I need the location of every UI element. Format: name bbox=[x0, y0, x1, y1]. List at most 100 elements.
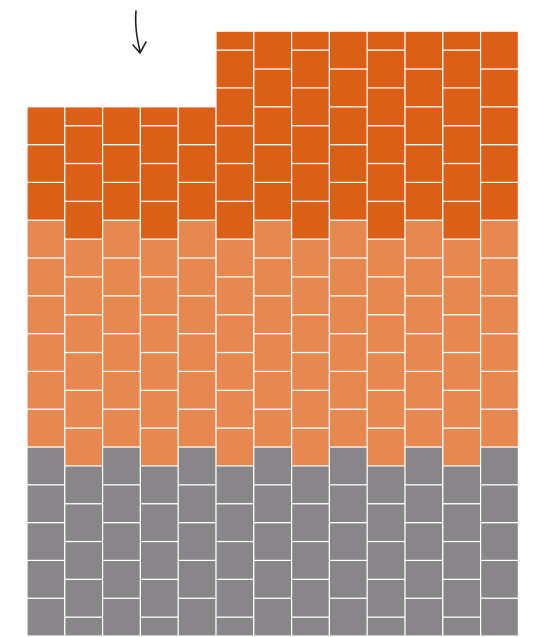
gray-brick bbox=[366, 616, 406, 637]
light-orange-brick bbox=[215, 276, 255, 316]
gray-brick bbox=[139, 540, 179, 580]
light-orange-brick bbox=[366, 389, 406, 429]
light-orange-brick bbox=[101, 219, 141, 259]
down-arrow-icon bbox=[132, 10, 147, 54]
dark-orange-brick bbox=[480, 181, 520, 221]
light-orange-brick bbox=[404, 333, 444, 373]
dark-orange-brick bbox=[366, 200, 406, 240]
gray-brick bbox=[291, 540, 331, 580]
brick-column bbox=[291, 30, 331, 637]
light-orange-brick bbox=[404, 219, 444, 259]
gray-brick bbox=[404, 484, 444, 524]
gray-brick bbox=[64, 616, 104, 637]
brick-column bbox=[404, 30, 444, 637]
light-orange-brick bbox=[442, 238, 482, 278]
dark-orange-brick bbox=[139, 162, 179, 202]
light-orange-brick bbox=[215, 238, 255, 278]
brick-column bbox=[101, 106, 141, 637]
brick-column bbox=[215, 30, 255, 637]
dark-orange-brick bbox=[26, 144, 66, 184]
gray-brick bbox=[101, 446, 141, 486]
gray-brick bbox=[291, 503, 331, 543]
dark-orange-brick bbox=[404, 181, 444, 221]
gray-brick bbox=[215, 578, 255, 618]
light-orange-brick bbox=[139, 314, 179, 354]
gray-brick bbox=[177, 484, 217, 524]
gray-brick bbox=[177, 597, 217, 637]
light-orange-brick bbox=[139, 276, 179, 316]
brick-column bbox=[253, 30, 293, 637]
gray-brick bbox=[215, 616, 255, 637]
dark-orange-brick bbox=[291, 30, 331, 51]
light-orange-brick bbox=[291, 314, 331, 354]
gray-brick bbox=[253, 484, 293, 524]
light-orange-brick bbox=[177, 295, 217, 335]
light-orange-brick bbox=[139, 427, 179, 467]
dark-orange-brick bbox=[64, 200, 104, 240]
light-orange-brick bbox=[480, 408, 520, 448]
gray-brick bbox=[215, 540, 255, 580]
light-orange-brick bbox=[442, 276, 482, 316]
light-orange-brick bbox=[253, 257, 293, 297]
light-orange-brick bbox=[291, 276, 331, 316]
gray-brick bbox=[480, 484, 520, 524]
dark-orange-brick bbox=[215, 125, 255, 165]
dark-orange-brick bbox=[177, 181, 217, 221]
light-orange-brick bbox=[215, 427, 255, 467]
gray-brick bbox=[328, 446, 368, 486]
dark-orange-brick bbox=[139, 125, 179, 165]
light-orange-brick bbox=[26, 333, 66, 373]
light-orange-brick bbox=[177, 408, 217, 448]
gray-brick bbox=[26, 521, 66, 561]
light-orange-brick bbox=[215, 389, 255, 429]
light-orange-brick bbox=[177, 219, 217, 259]
light-orange-brick bbox=[139, 389, 179, 429]
light-orange-brick bbox=[404, 408, 444, 448]
gray-brick bbox=[177, 559, 217, 599]
light-orange-brick bbox=[139, 238, 179, 278]
light-orange-brick bbox=[253, 333, 293, 373]
gray-brick bbox=[177, 521, 217, 561]
light-orange-brick bbox=[404, 257, 444, 297]
gray-brick bbox=[101, 597, 141, 637]
dark-orange-brick bbox=[101, 106, 141, 146]
light-orange-brick bbox=[26, 408, 66, 448]
light-orange-brick bbox=[328, 257, 368, 297]
dark-orange-brick bbox=[253, 30, 293, 70]
dark-orange-brick bbox=[215, 49, 255, 89]
dark-orange-brick bbox=[442, 30, 482, 51]
dark-orange-brick bbox=[404, 144, 444, 184]
light-orange-brick bbox=[26, 370, 66, 410]
dark-orange-brick bbox=[366, 49, 406, 89]
dark-orange-brick bbox=[366, 30, 406, 51]
gray-brick bbox=[101, 484, 141, 524]
gray-brick bbox=[328, 597, 368, 637]
light-orange-brick bbox=[442, 351, 482, 391]
light-orange-brick bbox=[101, 333, 141, 373]
light-orange-brick bbox=[64, 238, 104, 278]
dark-orange-brick bbox=[101, 144, 141, 184]
light-orange-brick bbox=[328, 219, 368, 259]
light-orange-brick bbox=[328, 333, 368, 373]
dark-orange-brick bbox=[139, 106, 179, 127]
light-orange-brick bbox=[442, 314, 482, 354]
gray-brick bbox=[26, 597, 66, 637]
dark-orange-brick bbox=[64, 162, 104, 202]
dark-orange-brick bbox=[328, 144, 368, 184]
dark-orange-brick bbox=[404, 106, 444, 146]
gray-brick bbox=[64, 503, 104, 543]
dark-orange-brick bbox=[253, 68, 293, 108]
gray-brick bbox=[177, 446, 217, 486]
gray-brick bbox=[215, 465, 255, 505]
dark-orange-brick bbox=[177, 144, 217, 184]
gray-brick bbox=[64, 578, 104, 618]
gray-brick bbox=[366, 540, 406, 580]
gray-brick bbox=[366, 465, 406, 505]
light-orange-brick bbox=[64, 427, 104, 467]
light-orange-brick bbox=[101, 408, 141, 448]
gray-brick bbox=[480, 521, 520, 561]
light-orange-brick bbox=[366, 427, 406, 467]
light-orange-brick bbox=[366, 351, 406, 391]
light-orange-brick bbox=[101, 257, 141, 297]
light-orange-brick bbox=[253, 295, 293, 335]
